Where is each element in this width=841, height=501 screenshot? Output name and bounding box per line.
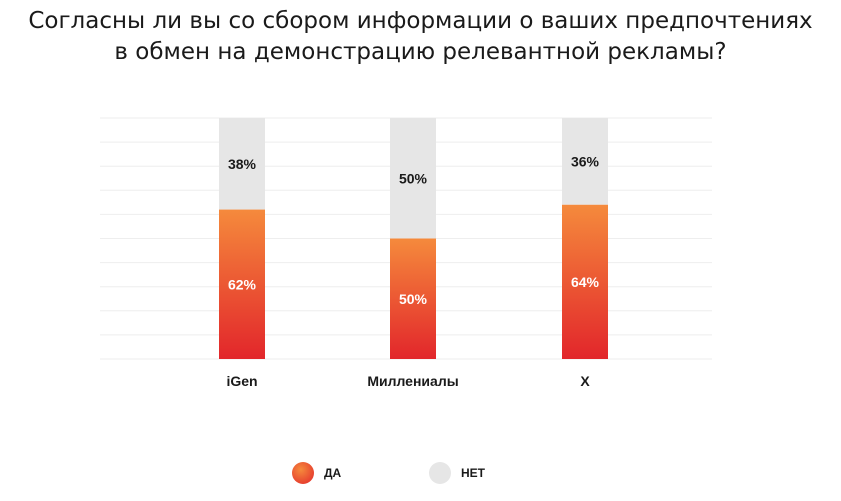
label-no-x: 36% [571, 153, 600, 169]
x-tick-x: X [580, 373, 590, 389]
bar-no-igen [219, 118, 265, 210]
bar-yes-igen [219, 209, 265, 359]
label-no-igen: 38% [228, 156, 257, 172]
data-labels: 38% 62% 50% 50% 36% 64% [228, 153, 600, 306]
legend-item-no: НЕТ [429, 462, 485, 484]
bar-yes-millennials [390, 238, 436, 359]
label-yes-millennials: 50% [399, 291, 428, 307]
x-tick-igen: iGen [226, 373, 257, 389]
title-line-2: в обмен на демонстрацию релевантной рекл… [114, 39, 727, 65]
x-tick-millennials: Миллениалы [367, 373, 458, 389]
legend-label-yes: ДА [324, 466, 342, 480]
bar-no-millennials [390, 118, 436, 239]
label-no-millennials: 50% [399, 170, 428, 186]
bars [219, 118, 608, 359]
bar-no-x [562, 118, 608, 205]
chart-title: Согласны ли вы со сбором информации о ва… [0, 6, 841, 68]
bar-yes-x [562, 204, 608, 359]
legend-swatch-no [429, 462, 451, 484]
legend-swatch-yes [292, 462, 314, 484]
label-yes-igen: 62% [228, 276, 257, 292]
legend-item-yes: ДА [292, 462, 341, 484]
title-line-1: Согласны ли вы со сбором информации о ва… [28, 8, 813, 34]
x-axis-tick-labels: iGen Миллениалы X [226, 373, 590, 389]
label-yes-x: 64% [571, 274, 600, 290]
legend-label-no: НЕТ [461, 466, 485, 480]
